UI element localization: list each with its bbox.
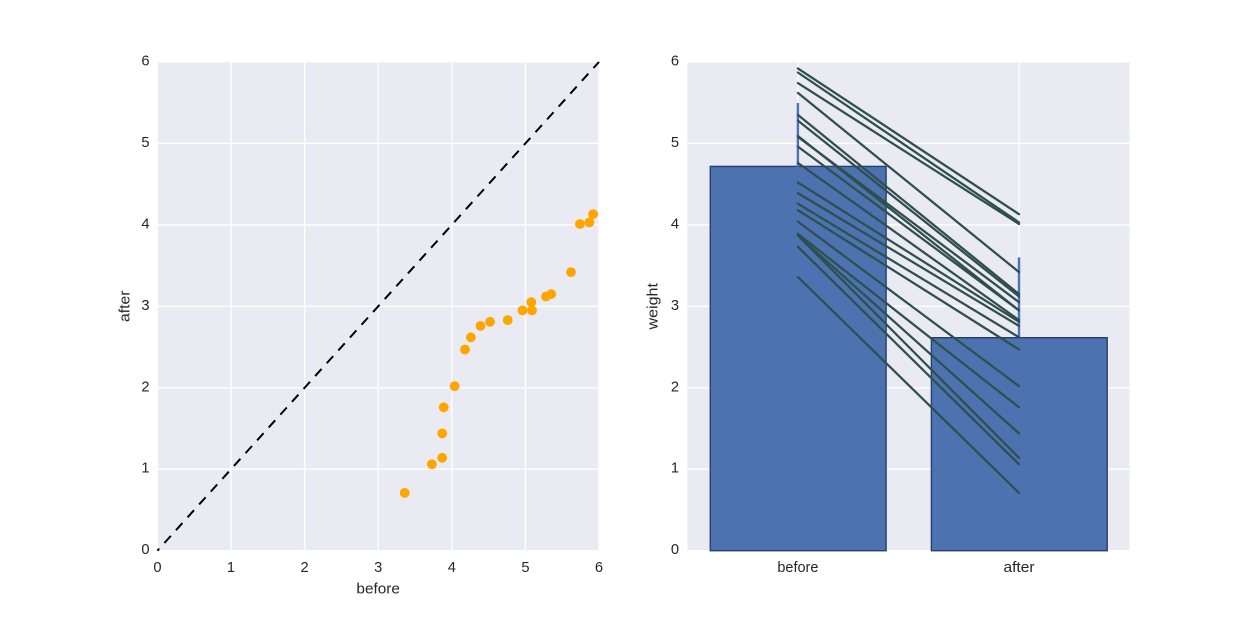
svg-text:1: 1 — [671, 461, 679, 477]
svg-text:6: 6 — [141, 53, 149, 69]
svg-text:4: 4 — [448, 560, 456, 576]
svg-text:0: 0 — [153, 560, 161, 576]
svg-text:3: 3 — [141, 298, 149, 314]
svg-text:before: before — [777, 560, 818, 576]
svg-text:6: 6 — [671, 53, 679, 69]
svg-text:before: before — [356, 581, 400, 598]
svg-text:after: after — [117, 291, 134, 323]
svg-text:weight: weight — [645, 282, 662, 330]
svg-text:5: 5 — [141, 135, 149, 151]
svg-text:3: 3 — [374, 560, 382, 576]
svg-text:5: 5 — [521, 560, 529, 576]
svg-text:2: 2 — [671, 379, 679, 395]
svg-text:6: 6 — [595, 560, 603, 576]
svg-text:5: 5 — [671, 135, 679, 151]
svg-text:0: 0 — [671, 542, 679, 558]
svg-text:2: 2 — [301, 560, 309, 576]
svg-text:4: 4 — [141, 216, 149, 232]
svg-text:4: 4 — [671, 216, 679, 232]
svg-text:3: 3 — [671, 298, 679, 314]
svg-text:1: 1 — [227, 560, 235, 576]
svg-text:2: 2 — [141, 379, 149, 395]
svg-text:1: 1 — [141, 461, 149, 477]
svg-text:after: after — [1004, 560, 1035, 576]
svg-text:0: 0 — [141, 542, 149, 558]
